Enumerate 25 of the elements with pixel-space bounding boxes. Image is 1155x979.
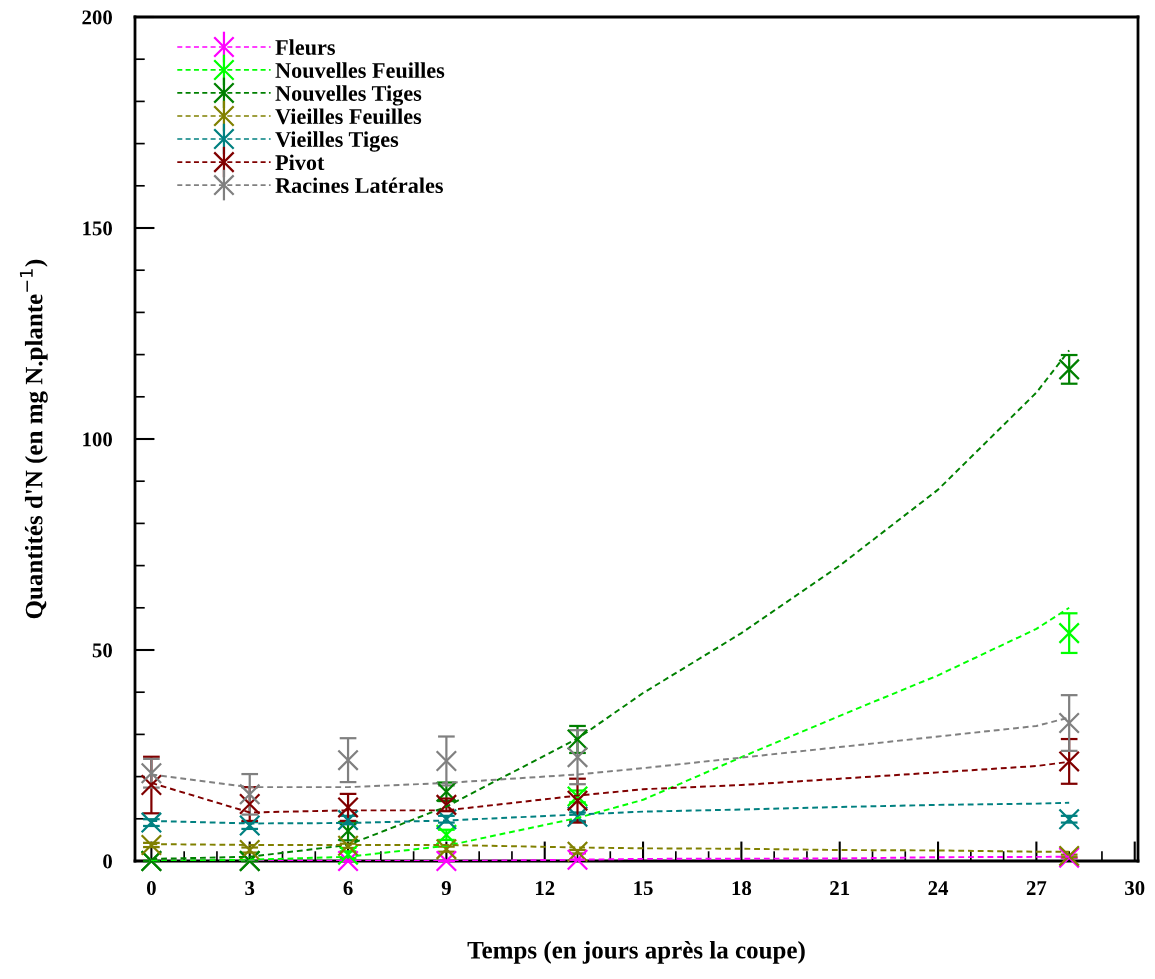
legend-label: Nouvelles Feuilles: [275, 62, 445, 78]
legend-label: Racines Latérales: [275, 177, 443, 194]
y-tick-label: 50: [92, 643, 112, 658]
x-tick-label: 27: [1026, 881, 1047, 895]
y-tick-label: 0: [103, 854, 112, 869]
x-tick-label: 9: [441, 881, 451, 896]
y-tick-label: 200: [82, 10, 112, 25]
y-tick-label: 150: [83, 221, 112, 236]
legend-label: Nouvelles Tiges: [275, 85, 422, 106]
x-tick-label: 15: [634, 881, 653, 896]
x-tick-label: 6: [343, 881, 353, 896]
x-tick-label: 0: [146, 881, 156, 896]
y-tick-label: 100: [83, 432, 112, 447]
legend-label: Fleurs: [275, 39, 335, 56]
x-tick-label: 30: [1125, 881, 1145, 896]
x-axis-title: Temps (en jours après la coupe): [467, 941, 805, 964]
x-tick-label: 12: [535, 881, 555, 895]
x-tick-label: 3: [245, 881, 255, 896]
x-tick-label: 18: [732, 881, 752, 896]
legend-label: Pivot: [275, 154, 325, 171]
x-tick-label: 21: [830, 881, 850, 895]
legend-label: Vieilles Tiges: [275, 131, 399, 152]
x-tick-label: 24: [928, 881, 949, 895]
y-axis-title: Quantités d'N (en mg N.plante$^{−1}$): [19, 259, 48, 619]
legend-label: Vieilles Feuilles: [275, 108, 422, 125]
